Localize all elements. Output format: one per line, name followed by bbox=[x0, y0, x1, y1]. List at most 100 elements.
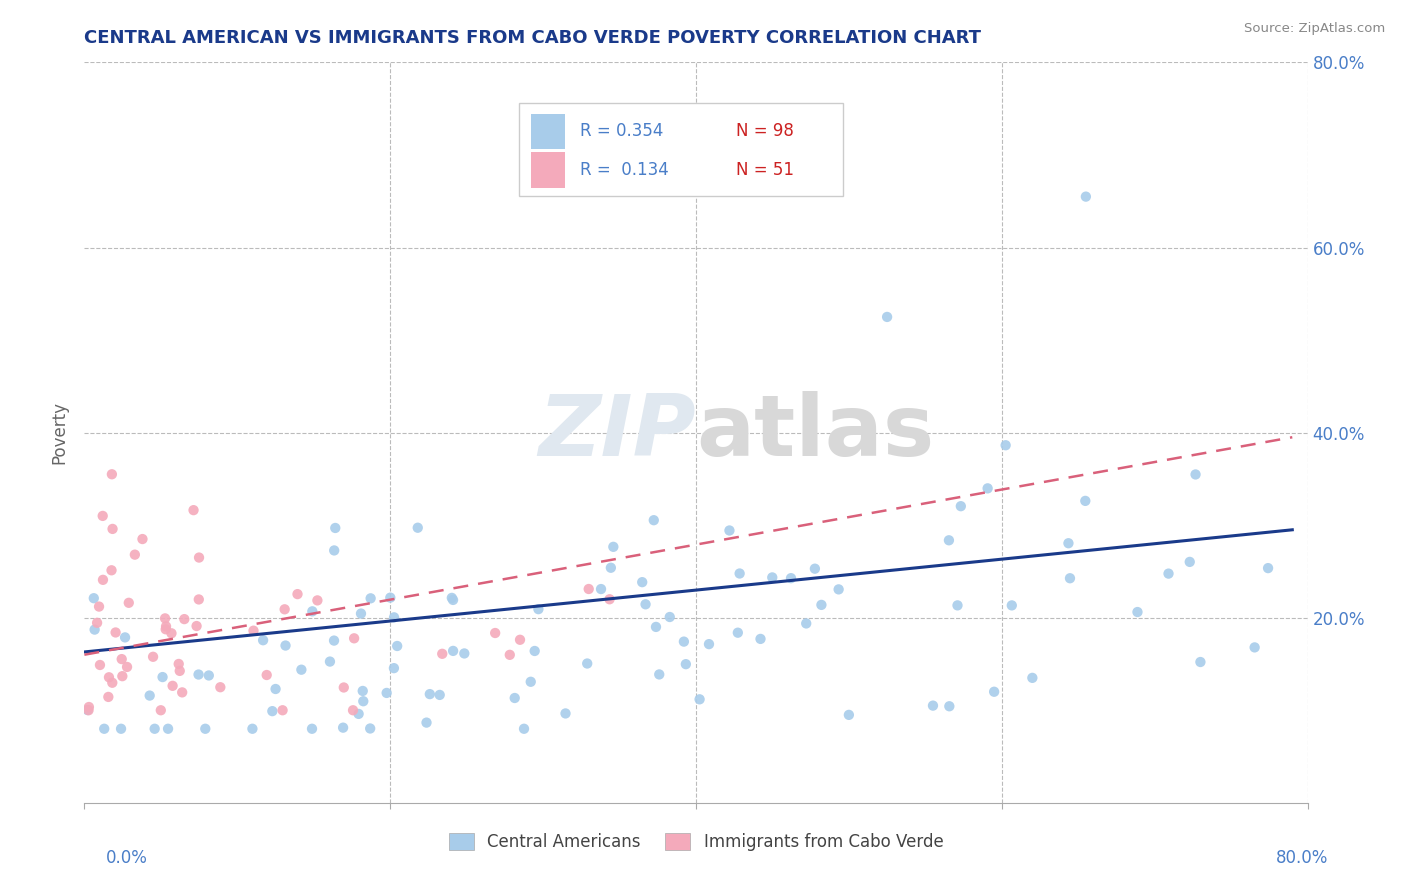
Point bbox=[1074, 189, 1097, 203]
Point bbox=[976, 481, 998, 495]
Text: atlas: atlas bbox=[696, 391, 934, 475]
Point bbox=[124, 548, 146, 562]
Point bbox=[645, 620, 668, 634]
Point bbox=[350, 607, 373, 621]
Point bbox=[273, 602, 295, 616]
Point bbox=[76, 703, 98, 717]
Point bbox=[994, 438, 1017, 452]
Point bbox=[333, 681, 356, 695]
Point bbox=[100, 563, 122, 577]
Point bbox=[209, 680, 232, 694]
Point bbox=[382, 610, 405, 624]
Point bbox=[155, 619, 177, 633]
Point bbox=[101, 522, 124, 536]
Point bbox=[419, 687, 441, 701]
Point bbox=[1189, 655, 1212, 669]
Point bbox=[643, 513, 665, 527]
Point bbox=[131, 532, 153, 546]
Point bbox=[167, 657, 190, 671]
Point bbox=[804, 562, 827, 576]
Point bbox=[352, 694, 374, 708]
Point bbox=[406, 521, 429, 535]
Point bbox=[1243, 640, 1265, 655]
Point bbox=[186, 619, 208, 633]
Point bbox=[307, 593, 329, 607]
Point bbox=[810, 598, 832, 612]
Point bbox=[323, 543, 346, 558]
Point bbox=[359, 722, 381, 736]
Point bbox=[169, 664, 191, 678]
Point bbox=[675, 657, 697, 672]
Point bbox=[576, 657, 599, 671]
Point bbox=[104, 625, 127, 640]
Point bbox=[83, 591, 105, 606]
Point bbox=[287, 587, 309, 601]
Point bbox=[1184, 467, 1206, 482]
Point bbox=[718, 524, 741, 538]
Point bbox=[375, 686, 398, 700]
Point bbox=[938, 533, 960, 548]
Point bbox=[360, 591, 382, 606]
Point bbox=[749, 632, 772, 646]
Legend: Central Americans, Immigrants from Cabo Verde: Central Americans, Immigrants from Cabo … bbox=[441, 826, 950, 857]
Point bbox=[77, 703, 100, 717]
Point bbox=[453, 647, 475, 661]
Point bbox=[513, 722, 536, 736]
Point bbox=[114, 631, 136, 645]
Point bbox=[1001, 599, 1024, 613]
Point bbox=[1178, 555, 1201, 569]
Y-axis label: Poverty: Poverty bbox=[51, 401, 69, 464]
Point bbox=[1074, 494, 1097, 508]
Point bbox=[503, 691, 526, 706]
Point bbox=[599, 560, 621, 574]
Point bbox=[264, 681, 287, 696]
Point bbox=[599, 592, 621, 607]
Text: N = 51: N = 51 bbox=[737, 161, 794, 178]
Point bbox=[761, 570, 783, 584]
Text: CENTRAL AMERICAN VS IMMIGRANTS FROM CABO VERDE POVERTY CORRELATION CHART: CENTRAL AMERICAN VS IMMIGRANTS FROM CABO… bbox=[84, 29, 981, 47]
Point bbox=[697, 637, 720, 651]
Point bbox=[672, 634, 695, 648]
Point bbox=[115, 660, 138, 674]
Point bbox=[1257, 561, 1279, 575]
Point bbox=[87, 599, 110, 614]
Point bbox=[301, 722, 323, 736]
Point bbox=[382, 661, 405, 675]
Point bbox=[194, 722, 217, 736]
Point bbox=[86, 615, 108, 630]
Point bbox=[89, 657, 111, 672]
Point bbox=[429, 688, 451, 702]
Point bbox=[634, 597, 657, 611]
Point bbox=[271, 703, 294, 717]
Point bbox=[242, 624, 264, 638]
Text: 0.0%: 0.0% bbox=[105, 849, 148, 867]
Point bbox=[101, 467, 124, 482]
Point bbox=[242, 722, 264, 736]
Point bbox=[111, 652, 134, 666]
Point bbox=[380, 591, 402, 605]
Point bbox=[648, 667, 671, 681]
Point bbox=[658, 610, 681, 624]
Point bbox=[946, 599, 969, 613]
Point bbox=[93, 722, 115, 736]
Point bbox=[162, 679, 184, 693]
Point bbox=[527, 602, 550, 616]
Text: R = 0.354: R = 0.354 bbox=[579, 122, 664, 140]
Point bbox=[101, 675, 124, 690]
FancyBboxPatch shape bbox=[519, 103, 842, 195]
Point bbox=[922, 698, 945, 713]
Point bbox=[441, 644, 464, 658]
Point bbox=[352, 684, 374, 698]
Point bbox=[149, 703, 172, 717]
Point bbox=[98, 670, 121, 684]
Point bbox=[290, 663, 312, 677]
Point bbox=[602, 540, 624, 554]
Point bbox=[983, 685, 1005, 699]
Point bbox=[183, 503, 205, 517]
Point bbox=[319, 655, 342, 669]
Point bbox=[938, 699, 960, 714]
Point bbox=[91, 573, 114, 587]
Point bbox=[110, 722, 132, 736]
Point bbox=[1059, 571, 1081, 585]
Point bbox=[876, 310, 898, 324]
